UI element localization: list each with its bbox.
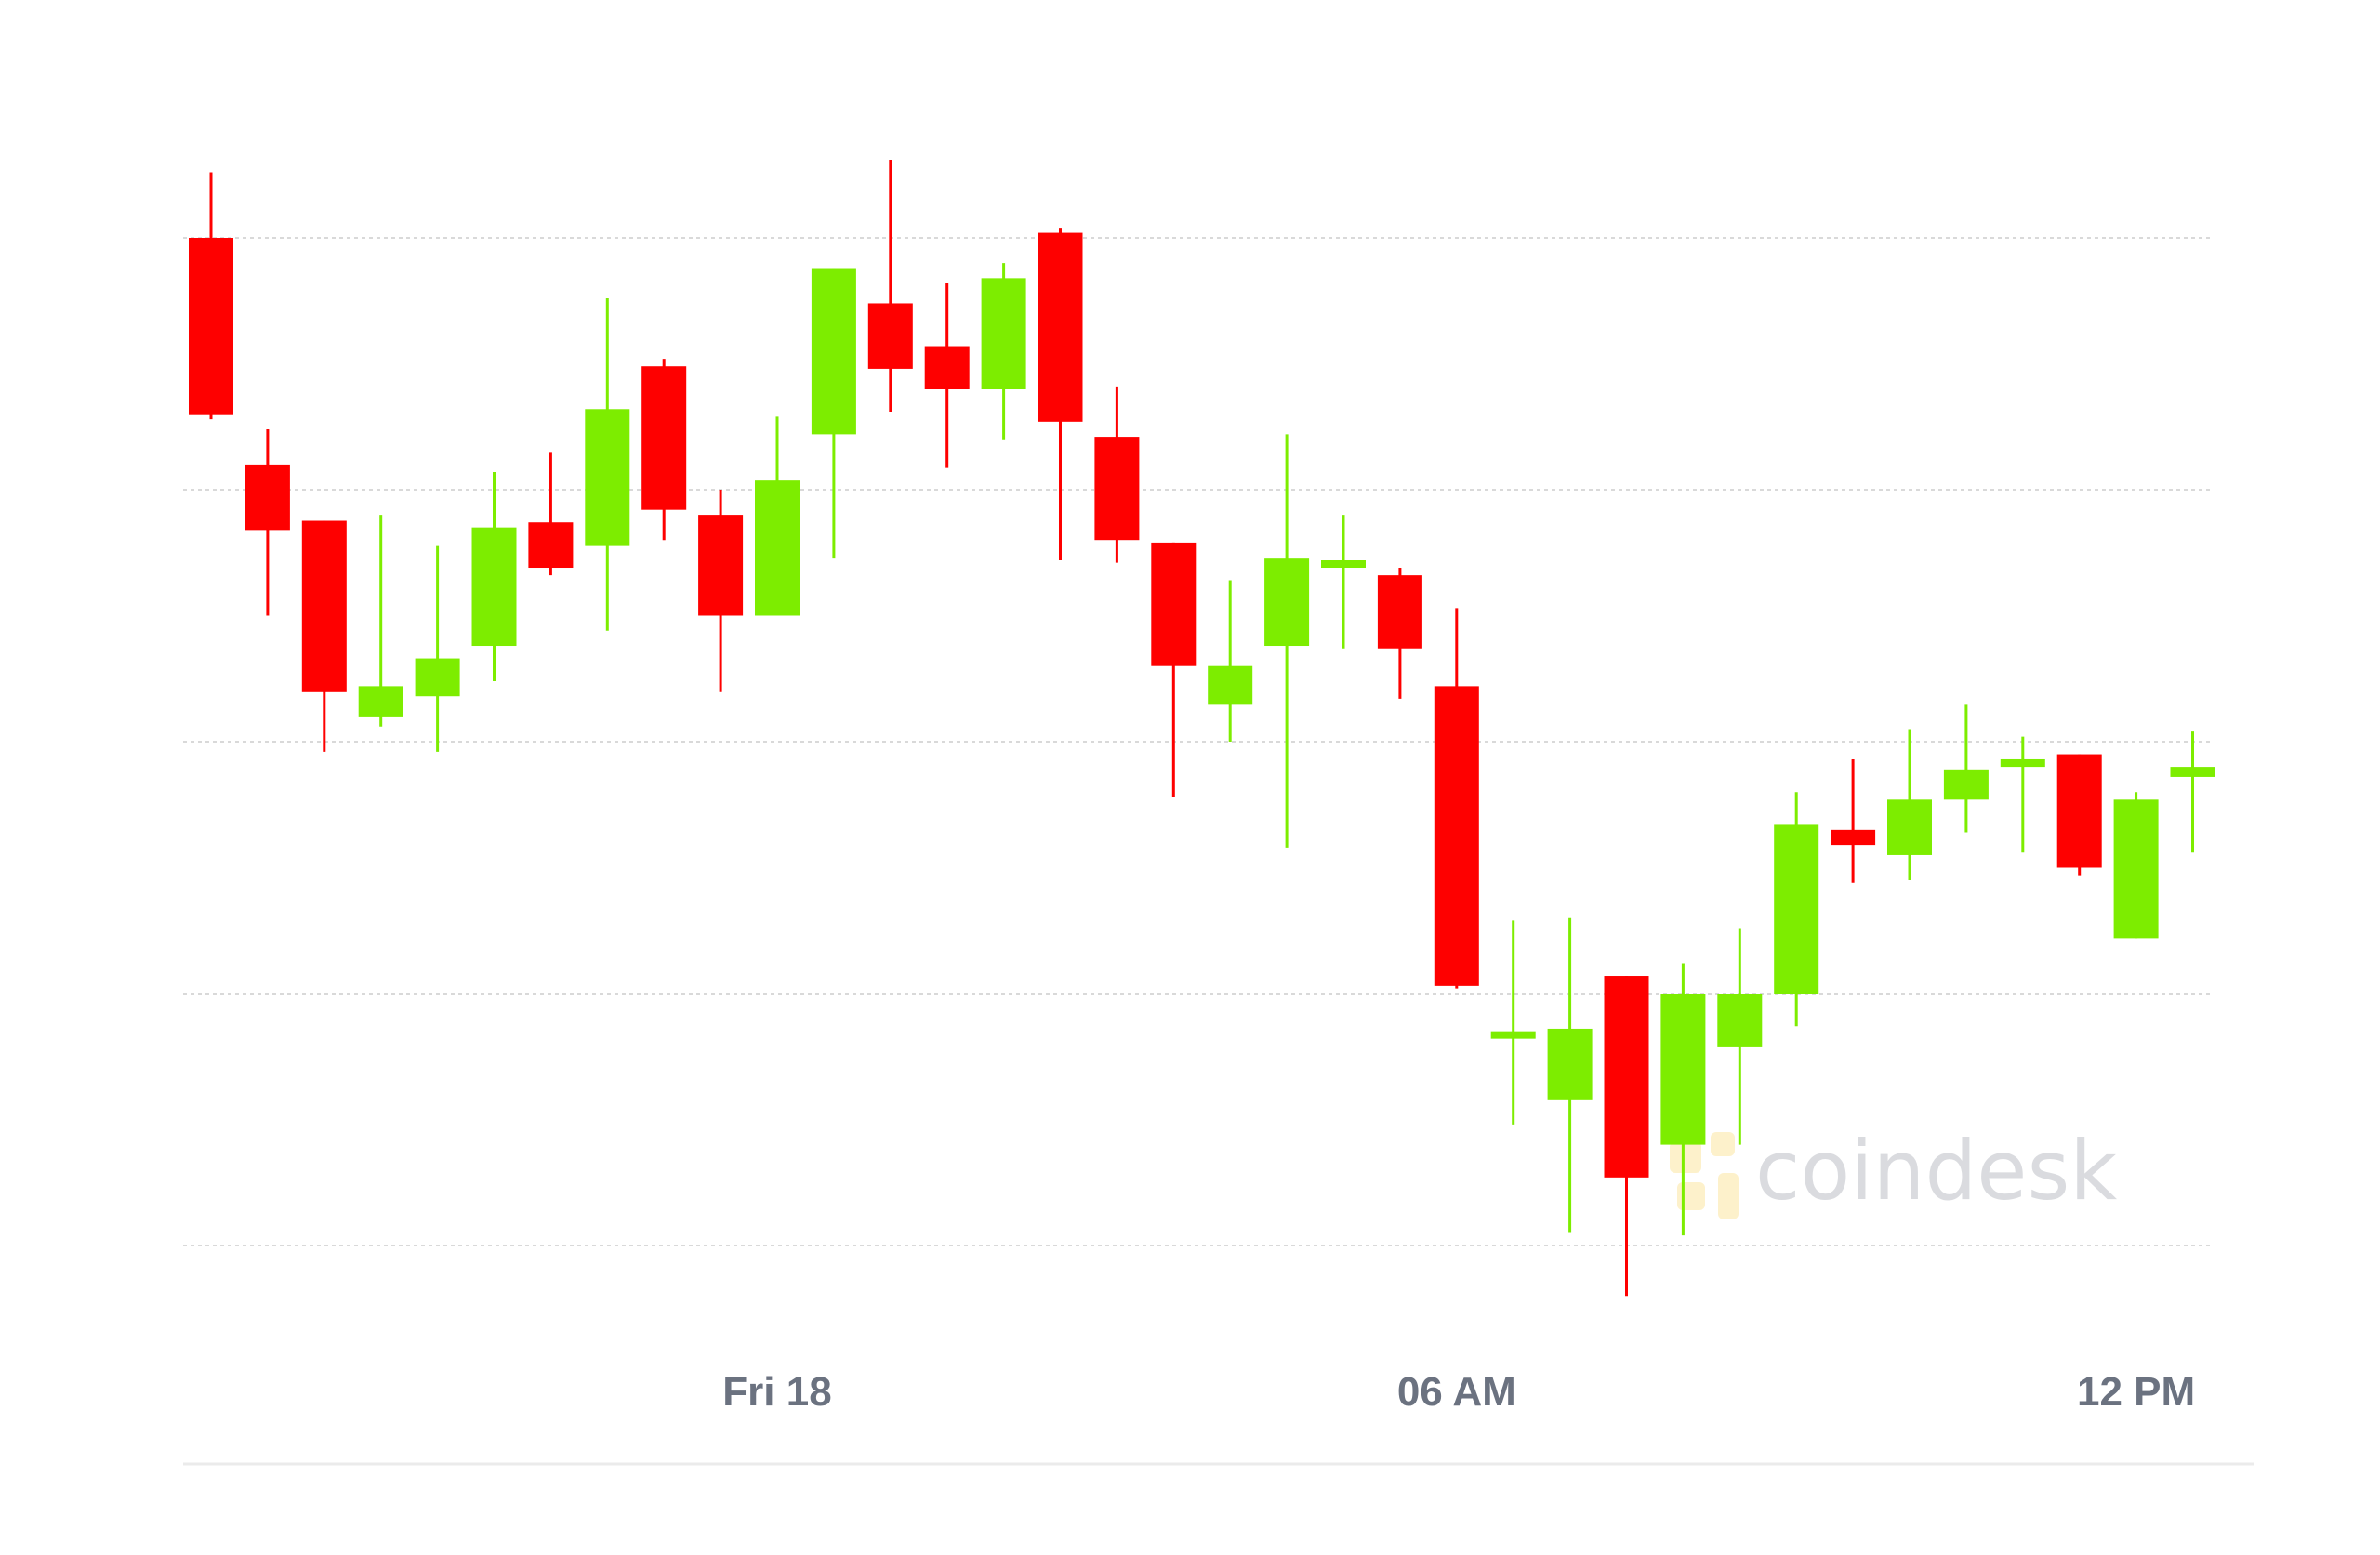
candle <box>698 490 744 692</box>
y-gridlines <box>183 237 2211 1246</box>
candle <box>1774 792 1819 1027</box>
candle <box>811 268 856 559</box>
candle-body <box>1434 686 1479 986</box>
candle-body <box>2000 758 2045 768</box>
x-tick-label: Fri 18 <box>722 1369 831 1415</box>
coindesk-logo-icon <box>1670 1132 1739 1219</box>
candle-body <box>1943 769 1989 800</box>
candle <box>189 172 233 420</box>
candle-body <box>1377 575 1422 649</box>
candle <box>245 428 290 616</box>
candle <box>1604 976 1649 1297</box>
watermark: coindesk <box>1670 1123 2117 1219</box>
candle <box>2056 754 2102 876</box>
candle <box>1094 386 1140 563</box>
candle-body <box>245 464 290 531</box>
candle-body <box>981 278 1026 389</box>
x-tick-label: 06 AM <box>1397 1369 1516 1415</box>
candle <box>1434 608 1479 989</box>
candle-body <box>1774 824 1819 994</box>
candle <box>2170 731 2215 853</box>
candle <box>924 283 970 468</box>
candle <box>1377 568 1422 699</box>
candle <box>471 472 517 681</box>
candle-body <box>2113 799 2159 939</box>
candle-body <box>1321 560 1366 569</box>
candle <box>1943 704 1989 833</box>
watermark-text: coindesk <box>1755 1123 2117 1219</box>
candles <box>189 159 2215 1297</box>
candle <box>585 298 630 631</box>
candle <box>981 263 1026 440</box>
candle-body <box>1717 994 1763 1047</box>
candle-body <box>698 515 744 616</box>
candle-body <box>358 686 403 717</box>
candle-body <box>528 522 574 569</box>
candle-body <box>2056 754 2102 868</box>
candle <box>1038 228 1083 560</box>
candle-body <box>301 520 347 692</box>
candle <box>2113 792 2159 939</box>
candle <box>1490 920 1536 1125</box>
candle <box>528 452 574 576</box>
candle <box>1547 917 1593 1233</box>
candle <box>1717 928 1763 1145</box>
candle-body <box>1208 665 1253 705</box>
candle-body <box>585 409 630 546</box>
candle <box>867 159 913 412</box>
candle-body <box>755 480 800 616</box>
candle <box>415 545 460 752</box>
candle <box>1887 729 1932 881</box>
candle <box>358 515 403 727</box>
candle-body <box>1490 1031 1536 1039</box>
candle-body <box>415 658 460 697</box>
candle-body <box>924 346 970 389</box>
candle <box>1264 434 1310 848</box>
candle-body <box>641 366 687 510</box>
candle-body <box>1094 437 1140 541</box>
candle <box>2000 736 2045 853</box>
candle-body <box>1887 799 1932 855</box>
candle <box>1831 758 1876 883</box>
candle-body <box>1038 232 1083 422</box>
candle <box>1151 542 1197 797</box>
candle-body <box>471 527 517 647</box>
candle-body <box>867 303 913 369</box>
candle-body <box>1547 1028 1593 1100</box>
x-tick-label: 12 PM <box>2077 1369 2195 1415</box>
candle-body <box>1831 829 1876 846</box>
candle <box>301 520 347 752</box>
candle-body <box>1151 542 1197 666</box>
candle-body <box>2170 767 2215 777</box>
candle-body <box>1660 994 1706 1145</box>
candle-body <box>1264 558 1310 647</box>
candle <box>1208 580 1253 742</box>
candle-body <box>189 238 233 415</box>
candle <box>755 416 800 616</box>
candle <box>1321 515 1366 649</box>
candle-body <box>1604 976 1649 1178</box>
x-tick-labels: Fri 18 06 AM 12 PM <box>722 1369 2195 1415</box>
candle <box>1660 963 1706 1236</box>
candle-body <box>811 268 856 435</box>
candle <box>641 359 687 541</box>
